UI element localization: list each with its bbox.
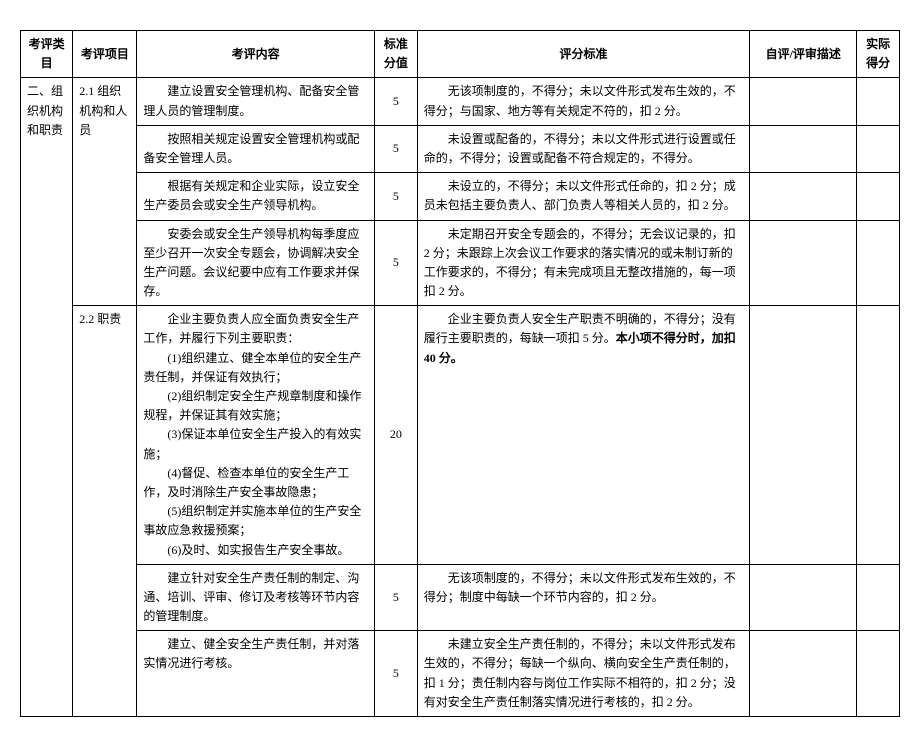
cell-content: 建立、健全安全生产责任制，并对落实情况进行考核。 <box>137 631 375 717</box>
cell-actual <box>857 78 900 125</box>
cell-criteria: 无该项制度的，不得分；未以文件形式发布生效的，不得分；制度中每缺一个环节内容的，… <box>417 564 750 631</box>
cell-content: 建立设置安全管理机构、配备安全管理人员的管理制度。 <box>137 78 375 125</box>
cell-score: 5 <box>374 220 417 306</box>
header-review: 自评/评审描述 <box>750 31 857 78</box>
cell-category: 二、组织机构和职责 <box>21 78 73 717</box>
header-criteria: 评分标准 <box>417 31 750 78</box>
table-row: 2.2 职责 企业主要负责人应全面负责安全生产工作，并履行下列主要职责： (1)… <box>21 306 900 564</box>
cell-criteria: 未建立安全生产责任制的，不得分；未以文件形式发布生效的，不得分；每缺一个纵向、横… <box>417 631 750 717</box>
cell-review <box>750 564 857 631</box>
cell-criteria: 未定期召开安全专题会的，不得分；无会议记录的，扣 2 分；未跟踪上次会议工作要求… <box>417 220 750 306</box>
cell-actual <box>857 564 900 631</box>
cell-review <box>750 631 857 717</box>
table-row: 安委会或安全生产领导机构每季度应至少召开一次安全专题会，协调解决安全生产问题。会… <box>21 220 900 306</box>
cell-score: 5 <box>374 631 417 717</box>
cell-review <box>750 306 857 564</box>
table-row: 二、组织机构和职责 2.1 组织机构和人员 建立设置安全管理机构、配备安全管理人… <box>21 78 900 125</box>
header-content: 考评内容 <box>137 31 375 78</box>
header-actual: 实际得分 <box>857 31 900 78</box>
cell-actual <box>857 220 900 306</box>
table-row: 建立针对安全生产责任制的制定、沟通、培训、评审、修订及考核等环节内容的管理制度。… <box>21 564 900 631</box>
cell-score: 5 <box>374 564 417 631</box>
cell-item: 2.2 职责 <box>73 306 137 717</box>
cell-review <box>750 173 857 220</box>
cell-content: 企业主要负责人应全面负责安全生产工作，并履行下列主要职责： (1)组织建立、健全… <box>137 306 375 564</box>
cell-content: 建立针对安全生产责任制的制定、沟通、培训、评审、修订及考核等环节内容的管理制度。 <box>137 564 375 631</box>
cell-criteria: 企业主要负责人安全生产职责不明确的，不得分；没有履行主要职责的，每缺一项扣 5 … <box>417 306 750 564</box>
cell-content: 按照相关规定设置安全管理机构或配备安全管理人员。 <box>137 125 375 172</box>
cell-content: 根据有关规定和企业实际，设立安全生产委员会或安全生产领导机构。 <box>137 173 375 220</box>
header-score: 标准分值 <box>374 31 417 78</box>
table-header-row: 考评类目 考评项目 考评内容 标准分值 评分标准 自评/评审描述 实际得分 <box>21 31 900 78</box>
cell-review <box>750 220 857 306</box>
cell-criteria: 未设置或配备的，不得分；未以文件形式进行设置或任命的，不得分；设置或配备不符合规… <box>417 125 750 172</box>
table-row: 根据有关规定和企业实际，设立安全生产委员会或安全生产领导机构。 5 未设立的，不… <box>21 173 900 220</box>
table-row: 建立、健全安全生产责任制，并对落实情况进行考核。 5 未建立安全生产责任制的，不… <box>21 631 900 717</box>
cell-review <box>750 78 857 125</box>
cell-actual <box>857 173 900 220</box>
cell-content: 安委会或安全生产领导机构每季度应至少召开一次安全专题会，协调解决安全生产问题。会… <box>137 220 375 306</box>
cell-criteria: 未设立的，不得分；未以文件形式任命的，扣 2 分；成员未包括主要负责人、部门负责… <box>417 173 750 220</box>
cell-actual <box>857 125 900 172</box>
cell-score: 5 <box>374 173 417 220</box>
cell-score: 5 <box>374 78 417 125</box>
header-category: 考评类目 <box>21 31 73 78</box>
cell-score: 5 <box>374 125 417 172</box>
table-row: 按照相关规定设置安全管理机构或配备安全管理人员。 5 未设置或配备的，不得分；未… <box>21 125 900 172</box>
header-item: 考评项目 <box>73 31 137 78</box>
cell-actual <box>857 631 900 717</box>
cell-item: 2.1 组织机构和人员 <box>73 78 137 306</box>
cell-actual <box>857 306 900 564</box>
cell-review <box>750 125 857 172</box>
evaluation-table: 考评类目 考评项目 考评内容 标准分值 评分标准 自评/评审描述 实际得分 二、… <box>20 30 900 717</box>
cell-score: 20 <box>374 306 417 564</box>
cell-criteria: 无该项制度的，不得分；未以文件形式发布生效的，不得分；与国家、地方等有关规定不符… <box>417 78 750 125</box>
